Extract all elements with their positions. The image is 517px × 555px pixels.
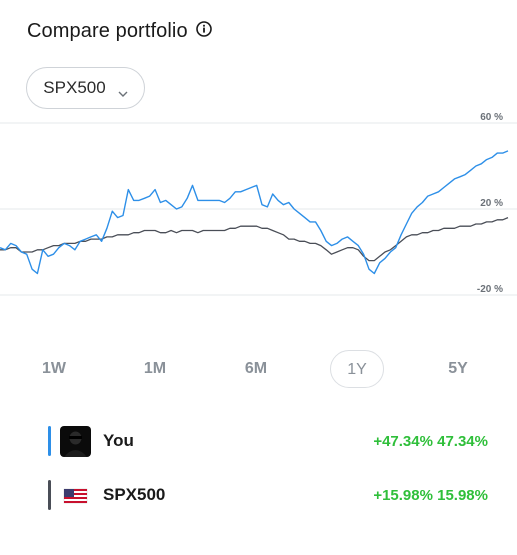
range-button-1m[interactable]: 1M — [143, 360, 167, 377]
legend-color-bar — [48, 480, 51, 510]
legend-color-bar — [48, 426, 51, 456]
compare-select[interactable]: SPX500 — [26, 67, 145, 109]
range-button-1y[interactable]: 1Y — [330, 350, 384, 388]
time-range-selector: 1W 1M 6M 1Y 5Y — [0, 350, 517, 390]
comparison-chart: 60 % 20 % -20 % — [0, 112, 517, 312]
legend-value: +15.98% 15.98% — [373, 486, 488, 504]
legend-row-spx500: SPX500 +15.98% 15.98% — [48, 479, 488, 511]
page-title: Compare portfolio — [27, 20, 188, 42]
legend-row-you: You +47.34% 47.34% — [48, 425, 488, 457]
y-tick-label: 20 % — [480, 198, 503, 209]
chart-svg: 60 % 20 % -20 % — [0, 112, 517, 296]
legend-value: +47.34% 47.34% — [373, 432, 488, 450]
legend-name: SPX500 — [103, 485, 166, 504]
card-header: Compare portfolio — [27, 20, 212, 43]
info-icon[interactable] — [195, 20, 212, 37]
flag-icon — [60, 479, 91, 511]
range-button-6m[interactable]: 6M — [244, 360, 268, 377]
series-line-spx500 — [0, 216, 509, 262]
range-button-5y[interactable]: 5Y — [448, 360, 468, 377]
chevron-down-icon — [118, 84, 128, 97]
y-tick-label: 60 % — [480, 112, 503, 123]
legend-name: You — [103, 431, 134, 450]
series-line-you — [0, 150, 509, 275]
range-button-1w[interactable]: 1W — [42, 360, 66, 377]
avatar — [60, 425, 91, 457]
y-tick-label: -20 % — [477, 284, 503, 295]
compare-select-value: SPX500 — [43, 78, 106, 97]
